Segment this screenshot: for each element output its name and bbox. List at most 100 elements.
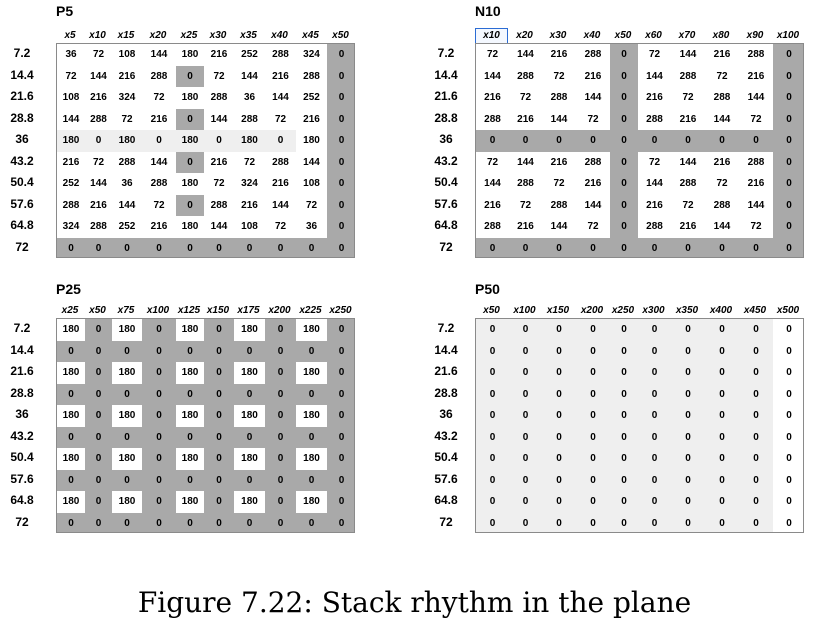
table-cell[interactable]: 0 (112, 512, 142, 532)
column-header[interactable]: x80 (712, 30, 730, 41)
table-cell[interactable]: 0 (57, 237, 85, 257)
table-cell[interactable]: 216 (265, 65, 296, 87)
table-cell[interactable]: 0 (773, 108, 803, 130)
table-cell[interactable]: 0 (705, 448, 739, 470)
table-cell[interactable]: 144 (671, 151, 705, 173)
table-cell[interactable]: 180 (176, 448, 204, 470)
table-cell[interactable]: 216 (265, 173, 296, 195)
table-cell[interactable]: 0 (773, 469, 803, 491)
table-cell[interactable]: 252 (234, 44, 265, 66)
table-cell[interactable]: 36 (112, 173, 142, 195)
table-cell[interactable]: 216 (576, 173, 610, 195)
table-cell[interactable]: 0 (296, 383, 327, 405)
table-cell[interactable]: 0 (204, 491, 234, 513)
column-header[interactable]: x500 (776, 305, 800, 316)
table-cell[interactable]: 72 (705, 173, 739, 195)
table-cell[interactable]: 216 (671, 108, 705, 130)
table-cell[interactable]: 0 (576, 405, 610, 427)
table-cell[interactable]: 0 (509, 362, 542, 384)
table-cell[interactable]: 0 (576, 130, 610, 152)
table-cell[interactable]: 0 (476, 319, 509, 341)
table-cell[interactable]: 0 (705, 491, 739, 513)
table-cell[interactable]: 0 (705, 469, 739, 491)
table-cell[interactable]: 0 (576, 319, 610, 341)
table-cell[interactable]: 0 (476, 383, 509, 405)
table-cell[interactable]: 0 (739, 448, 773, 470)
table-cell[interactable]: 0 (773, 130, 803, 152)
table-cell[interactable]: 0 (610, 44, 638, 66)
table-cell[interactable]: 0 (671, 237, 705, 257)
table-cell[interactable]: 180 (234, 130, 265, 152)
table-cell[interactable]: 0 (773, 340, 803, 362)
table-cell[interactable]: 216 (112, 65, 142, 87)
table-cell[interactable]: 0 (476, 448, 509, 470)
table-cell[interactable]: 216 (739, 173, 773, 195)
table-cell[interactable]: 0 (142, 512, 176, 532)
table-cell[interactable]: 0 (610, 426, 638, 448)
table-cell[interactable]: 0 (671, 469, 705, 491)
table-cell[interactable]: 72 (638, 151, 671, 173)
table-cell[interactable]: 0 (739, 319, 773, 341)
table-cell[interactable]: 0 (204, 512, 234, 532)
table-cell[interactable]: 0 (112, 469, 142, 491)
table-cell[interactable]: 0 (705, 319, 739, 341)
table-cell[interactable]: 288 (739, 151, 773, 173)
table-cell[interactable]: 288 (265, 44, 296, 66)
table-cell[interactable]: 0 (142, 426, 176, 448)
column-header[interactable]: x10 (475, 28, 508, 44)
table-cell[interactable]: 288 (509, 65, 542, 87)
table-cell[interactable]: 144 (234, 65, 265, 87)
column-header[interactable]: x50 (483, 305, 500, 316)
table-cell[interactable]: 180 (234, 448, 265, 470)
table-cell[interactable]: 108 (234, 216, 265, 238)
table-cell[interactable]: 0 (610, 194, 638, 216)
table-cell[interactable]: 0 (142, 383, 176, 405)
table-cell[interactable]: 0 (327, 194, 354, 216)
table-cell[interactable]: 0 (542, 426, 576, 448)
table-cell[interactable]: 144 (705, 108, 739, 130)
table-cell[interactable]: 0 (327, 87, 354, 109)
table-cell[interactable]: 144 (85, 173, 112, 195)
table-cell[interactable]: 288 (112, 151, 142, 173)
table-cell[interactable]: 72 (542, 65, 576, 87)
table-cell[interactable]: 180 (112, 405, 142, 427)
table-cell[interactable]: 0 (476, 512, 509, 532)
table-cell[interactable]: 180 (234, 405, 265, 427)
table-cell[interactable]: 0 (176, 108, 204, 130)
table-cell[interactable]: 216 (234, 194, 265, 216)
table-cell[interactable]: 180 (296, 362, 327, 384)
table-cell[interactable]: 0 (773, 512, 803, 532)
table-cell[interactable]: 180 (176, 491, 204, 513)
table-cell[interactable]: 288 (57, 194, 85, 216)
column-header[interactable]: x75 (117, 305, 135, 316)
table-cell[interactable]: 0 (204, 319, 234, 341)
table-cell[interactable]: 0 (638, 130, 671, 152)
table-cell[interactable]: 0 (57, 340, 85, 362)
table-cell[interactable]: 72 (85, 151, 112, 173)
table-cell[interactable]: 0 (638, 512, 671, 532)
table-cell[interactable]: 216 (576, 65, 610, 87)
table-cell[interactable]: 0 (327, 362, 354, 384)
column-header[interactable]: x10 (89, 30, 106, 41)
table-cell[interactable]: 0 (296, 469, 327, 491)
table-cell[interactable]: 216 (542, 151, 576, 173)
table-cell[interactable]: 180 (176, 362, 204, 384)
column-header[interactable]: x35 (240, 30, 257, 41)
column-header[interactable]: x100 (513, 305, 536, 316)
table-cell[interactable]: 0 (509, 512, 542, 532)
table-cell[interactable]: 0 (773, 426, 803, 448)
table-cell[interactable]: 0 (142, 362, 176, 384)
table-cell[interactable]: 72 (476, 151, 509, 173)
table-cell[interactable]: 0 (542, 469, 576, 491)
table-cell[interactable]: 0 (57, 383, 85, 405)
table-cell[interactable]: 144 (265, 87, 296, 109)
table-cell[interactable]: 0 (85, 130, 112, 152)
table-cell[interactable]: 216 (85, 194, 112, 216)
table-cell[interactable]: 216 (638, 194, 671, 216)
table-cell[interactable]: 0 (327, 319, 354, 341)
table-cell[interactable]: 288 (85, 216, 112, 238)
table-cell[interactable]: 0 (476, 362, 509, 384)
table-cell[interactable]: 0 (85, 512, 112, 532)
table-cell[interactable]: 216 (542, 44, 576, 66)
table-cell[interactable]: 0 (85, 405, 112, 427)
